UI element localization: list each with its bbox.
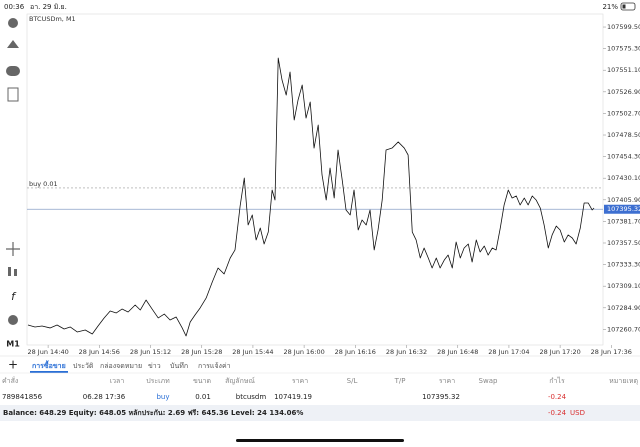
tabs: การซื้อขาย ประวัติ กล่องจดหมาย ข่าว บันทึก กา… (30, 359, 231, 373)
x-tick-label: 28 Jun 16:32 (386, 348, 427, 356)
tab[interactable]: ประวัติ (73, 362, 94, 370)
x-tick-label: 28 Jun 15:28 (181, 348, 222, 356)
column-header: คำสั่ง (2, 376, 18, 385)
x-tick-label: 28 Jun 14:40 (27, 348, 68, 356)
y-tick-label: 107599.50 (607, 23, 640, 31)
column-header: ราคา (292, 377, 308, 385)
table-header: คำสั่ง เวลา ประเภท ขนาด สัญลักษณ์ ราคา S/L T/P ร… (2, 376, 638, 385)
x-tick-label: 28 Jun 17:36 (591, 348, 632, 356)
tab[interactable]: การซื้อขาย (32, 359, 66, 370)
order-type: buy (156, 393, 169, 401)
timeframe-button[interactable]: M1 (6, 340, 20, 349)
column-header: ราคา (439, 377, 455, 385)
trade-icon[interactable] (7, 40, 19, 48)
order-symbol: btcusdm (236, 393, 267, 401)
price-label: 107395.32 (607, 205, 640, 213)
function-icon[interactable]: f (11, 290, 17, 303)
open-price: 107419.19 (274, 393, 312, 401)
column-header: Swap (479, 377, 498, 385)
column-header: กำไร (549, 376, 565, 385)
chart-title: BTCUSDm, M1 (29, 15, 76, 23)
y-tick-label: 107575.30 (607, 45, 640, 53)
column-header: T/P (394, 377, 406, 385)
tab[interactable]: บันทึก (170, 361, 188, 370)
active-tab-underline (30, 371, 68, 373)
x-tick-label: 28 Jun 16:16 (335, 348, 376, 356)
home-indicator (236, 439, 404, 442)
indicator-icon[interactable] (8, 267, 11, 276)
indicator-icon-2 (14, 269, 17, 276)
order-volume: 0.01 (195, 393, 211, 401)
column-header: สัญลักษณ์ (225, 377, 255, 385)
currency: USD (570, 409, 585, 417)
chart-frame (26, 13, 604, 346)
objects-icon[interactable] (8, 315, 18, 325)
y-tick-label: 107454.30 (607, 153, 640, 161)
status-date: อา. 29 มิ.ย. (30, 3, 67, 11)
crosshair-icon[interactable] (6, 242, 20, 256)
chart: 107599.50 107575.30 107551.10 107526.90 1075… (27, 23, 640, 356)
toolbar: f (6, 18, 20, 325)
total-profit: -0.24 (548, 409, 567, 417)
y-tick-label: 107333.30 (607, 261, 640, 269)
y-tick-label: 107284.90 (607, 304, 640, 312)
x-tick-label: 28 Jun 17:20 (539, 348, 580, 356)
y-tick-label: 107309.10 (607, 282, 640, 290)
tab[interactable]: การแจ้งค่า (198, 362, 231, 370)
order-profit: -0.24 (548, 393, 567, 401)
column-header: หมายเหตุ (609, 377, 638, 385)
order-id[interactable]: 789841856 (2, 393, 43, 401)
add-button[interactable]: + (8, 358, 18, 372)
column-header: ขนาด (193, 377, 211, 385)
x-tick-label: 28 Jun 16:48 (437, 348, 478, 356)
column-header: ประเภท (146, 377, 170, 385)
y-tick-label: 107430.10 (607, 174, 640, 182)
tab[interactable]: ข่าว (148, 362, 161, 370)
y-tick-label: 107551.10 (607, 66, 640, 74)
status-time: 00:36 (4, 3, 25, 11)
x-tick-label: 28 Jun 17:04 (488, 348, 529, 356)
price-line-series (27, 57, 595, 337)
y-tick-label: 107405.90 (607, 196, 640, 204)
balance-bar (0, 405, 640, 421)
column-header: เวลา (110, 377, 125, 385)
balance-summary: Balance: 648.29 Equity: 648.05 หลักประกั… (3, 409, 303, 417)
battery-level: 21% (602, 3, 618, 11)
y-tick-label: 107502.70 (607, 109, 640, 117)
current-price: 107395.32 (422, 393, 460, 401)
tab[interactable]: กล่องจดหมาย (100, 362, 142, 370)
order-time: 06.28 17:36 (83, 393, 126, 401)
new-doc-icon[interactable] (7, 87, 19, 102)
x-tick-label: 28 Jun 16:00 (283, 348, 324, 356)
price-label-box (604, 204, 640, 214)
y-tick-label: 107260.70 (607, 325, 640, 333)
y-tick-label: 107478.50 (607, 131, 640, 139)
y-tick-label: 107357.50 (607, 239, 640, 247)
chat-icon[interactable] (6, 66, 20, 76)
battery-icon (620, 2, 636, 11)
account-icon[interactable] (8, 18, 18, 28)
battery-fill (622, 4, 626, 9)
order-line-label: buy 0.01 (29, 180, 58, 188)
y-tick-label: 107526.90 (607, 88, 640, 96)
column-header: S/L (347, 377, 358, 385)
y-tick-label: 107381.70 (607, 217, 640, 225)
x-tick-label: 28 Jun 15:12 (130, 348, 171, 356)
x-tick-label: 28 Jun 15:44 (232, 348, 273, 356)
x-tick-label: 28 Jun 14:56 (79, 348, 120, 356)
